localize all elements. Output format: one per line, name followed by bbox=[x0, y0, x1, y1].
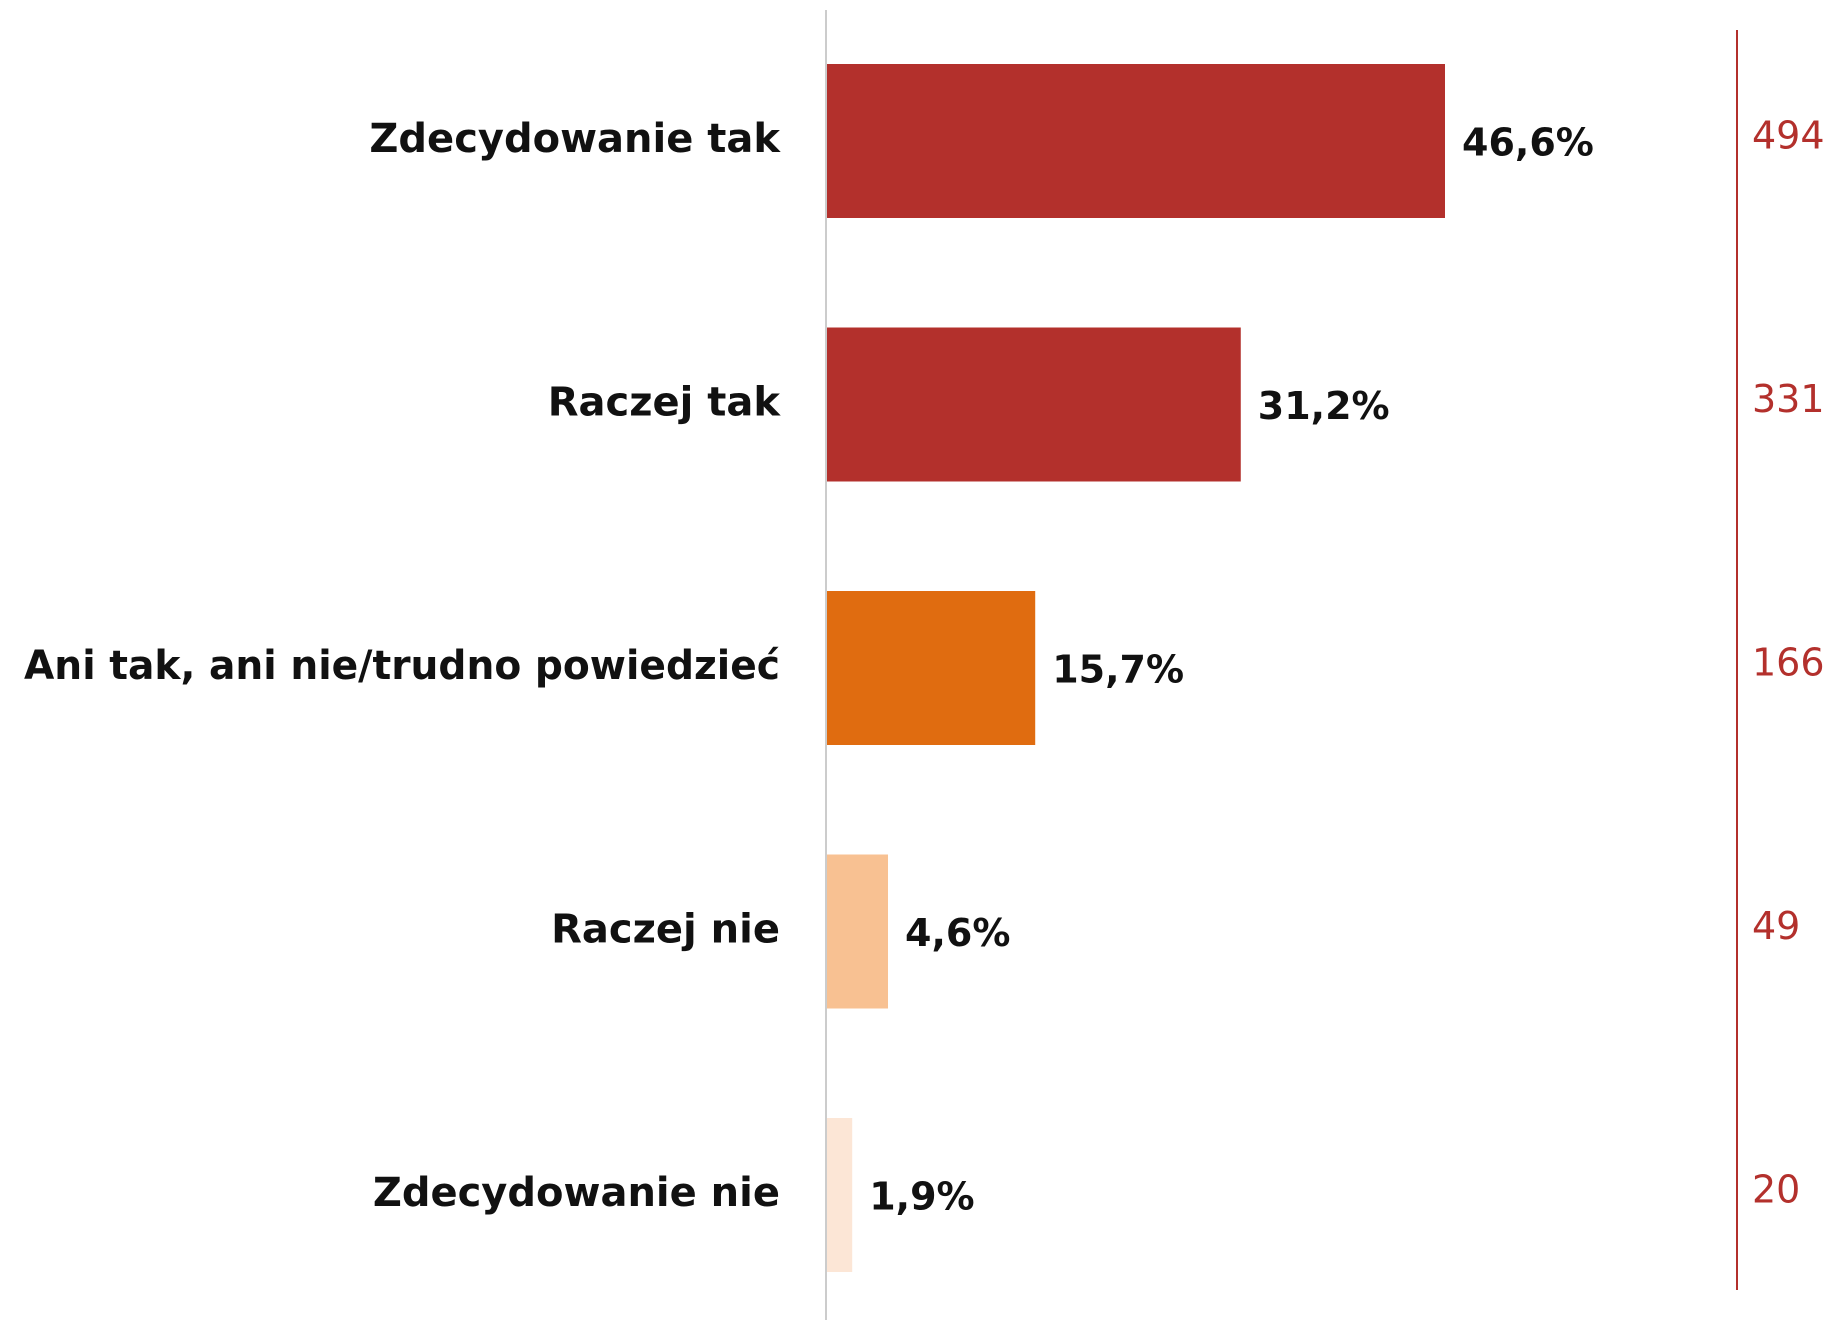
count-label: 331 bbox=[1752, 377, 1825, 421]
count-label: 166 bbox=[1752, 641, 1825, 685]
category-label: Ani tak, ani nie/trudno powiedzieć bbox=[24, 643, 780, 689]
bars-layer bbox=[827, 64, 1445, 1272]
value-label: 31,2% bbox=[1258, 384, 1390, 428]
value-label: 46,6% bbox=[1462, 121, 1594, 165]
labels-layer: Zdecydowanie tak 46,6% 494 Raczej tak 31,2% 3… bbox=[24, 114, 1825, 1219]
value-label: 1,9% bbox=[869, 1175, 974, 1219]
count-label: 494 bbox=[1752, 114, 1825, 158]
count-label: 49 bbox=[1752, 904, 1800, 948]
category-label: Zdecydowanie tak bbox=[369, 116, 781, 162]
bar-1 bbox=[827, 64, 1445, 218]
count-label: 20 bbox=[1752, 1168, 1800, 1212]
value-label: 4,6% bbox=[905, 911, 1010, 955]
bar-4 bbox=[827, 854, 889, 1009]
category-label: Zdecydowanie nie bbox=[373, 1170, 780, 1216]
bar-2 bbox=[827, 327, 1241, 482]
category-label: Raczej nie bbox=[551, 907, 780, 953]
value-label: 15,7% bbox=[1052, 648, 1184, 692]
category-label: Raczej tak bbox=[548, 380, 782, 426]
bar-3 bbox=[827, 591, 1036, 745]
bar-5 bbox=[827, 1118, 853, 1272]
